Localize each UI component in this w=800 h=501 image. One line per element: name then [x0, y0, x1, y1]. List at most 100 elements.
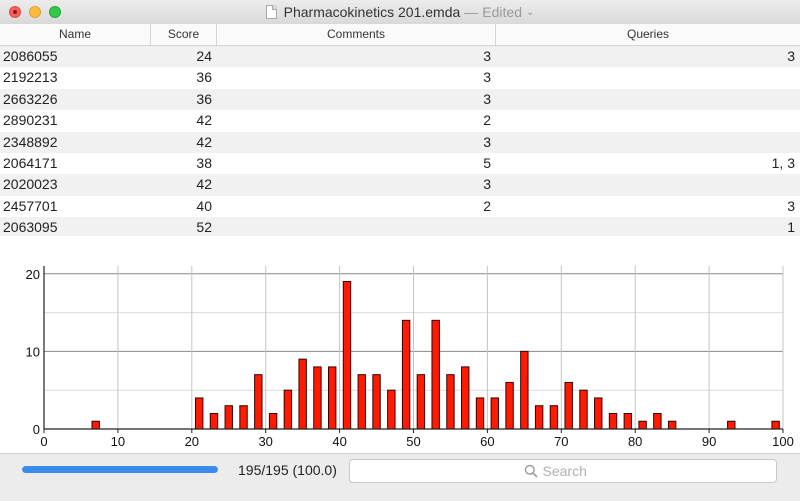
row-queries-cell [495, 174, 795, 195]
row-score-cell: 42 [196, 176, 212, 193]
zoom-window-button[interactable] [49, 6, 61, 18]
row-name-cell: 2663226 [3, 90, 58, 107]
x-tick-label: 80 [628, 434, 642, 449]
histogram-bar [268, 412, 278, 430]
row-score-cell: 40 [196, 197, 212, 214]
row-name-cell: 2348892 [3, 133, 58, 150]
row-comments-cell: 3 [483, 69, 491, 86]
column-header-score[interactable]: Score [151, 24, 217, 45]
row-name-cell: 2063095 [3, 219, 58, 236]
x-tick-label: 10 [111, 434, 125, 449]
table-row[interactable]: 2457701 40 2 3 [0, 195, 800, 218]
row-comments-cell: 3 [483, 176, 491, 193]
x-tick-label: 60 [480, 434, 494, 449]
table-row[interactable]: 2063095 52 1 [0, 217, 800, 236]
x-tick-label: 50 [406, 434, 420, 449]
chevron-down-icon[interactable]: ⌄ [525, 6, 535, 18]
histogram-bar [727, 420, 736, 430]
row-queries-cell: 3 [787, 48, 795, 64]
row-name-cell: 2890231 [3, 112, 58, 129]
column-header-name[interactable]: Name [0, 24, 151, 45]
row-comments-cell: 3 [483, 48, 491, 64]
histogram-bar [401, 319, 411, 430]
row-comments-cell: 2 [483, 197, 491, 214]
table-row[interactable]: 2890231 42 2 [0, 110, 800, 132]
row-comments-cell [215, 217, 491, 236]
histogram-bar [387, 389, 396, 430]
column-header-comments[interactable]: Comments [217, 24, 496, 45]
row-comments-cell: 2 [483, 112, 491, 129]
histogram-bar [653, 412, 662, 430]
table-row[interactable]: 2348892 42 3 [0, 131, 800, 153]
search-input[interactable] [542, 463, 603, 479]
histogram-bar [313, 366, 322, 430]
histogram-bar [608, 412, 618, 430]
row-comments-cell: 5 [483, 154, 491, 171]
document-icon [265, 5, 277, 19]
score-histogram: 0 10 20 30 40 50 60 70 80 90 100 0 10 20 [0, 258, 800, 453]
table-header: Name Score Comments Queries [0, 24, 800, 46]
histogram-bar [298, 358, 307, 430]
histogram-bar [549, 405, 559, 430]
histogram-bar [194, 397, 204, 430]
y-tick-label: 10 [26, 344, 40, 359]
table-row[interactable]: 2020023 42 3 [0, 174, 800, 196]
histogram-bar [594, 397, 603, 430]
table-row[interactable]: 2663226 36 3 [0, 88, 800, 111]
table-row[interactable]: 2192213 36 3 [0, 67, 800, 89]
histogram-bar [771, 420, 780, 430]
histogram-bar [91, 420, 100, 430]
row-queries-cell [495, 89, 795, 110]
row-name-cell: 2457701 [3, 197, 58, 214]
row-name-cell: 2086055 [3, 48, 58, 64]
histogram-bar [342, 281, 352, 430]
x-tick-label: 40 [332, 434, 346, 449]
row-score-cell: 38 [196, 154, 212, 171]
table-body: 2086055 24 3 3 2192213 36 3 2663226 36 3 2890231 42… [0, 46, 800, 236]
title-bar: Pharmacokinetics 201.emda — Edited ⌄ [0, 0, 800, 25]
bottom-status-bar: 195/195 (100.0) [0, 453, 800, 501]
row-score-cell: 24 [196, 48, 212, 64]
histogram-svg: 0 10 20 30 40 50 60 70 80 90 100 0 10 20 [26, 266, 794, 449]
column-header-queries[interactable]: Queries [626, 27, 670, 41]
row-name-cell: 2020023 [3, 176, 58, 193]
histogram-bar [475, 397, 485, 430]
histogram-bar [372, 374, 381, 430]
histogram-bar [564, 381, 573, 430]
histogram-bar [623, 412, 633, 430]
row-score-cell: 42 [196, 133, 212, 150]
histogram-bar [505, 381, 514, 430]
window-title: Pharmacokinetics 201.emda [283, 4, 461, 20]
x-tick-label: 0 [40, 434, 47, 449]
row-score-cell: 42 [196, 112, 212, 129]
histogram-bar [461, 366, 470, 430]
row-score-cell: 36 [196, 90, 212, 107]
histogram-bar [431, 319, 440, 430]
search-field[interactable] [349, 459, 777, 483]
row-queries-cell [495, 132, 795, 153]
histogram-bar [209, 412, 219, 430]
progress-bar-fill [22, 466, 218, 473]
histogram-bar [638, 420, 647, 430]
x-tick-label: 90 [702, 434, 716, 449]
x-tick-label: 100 [772, 434, 794, 449]
table-row[interactable]: 2086055 24 3 3 [0, 46, 800, 68]
row-queries-cell [495, 67, 795, 88]
row-queries-cell [495, 110, 795, 131]
table-row[interactable]: 2064171 38 5 1, 3 [0, 152, 800, 175]
histogram-bar [534, 405, 544, 430]
histogram-bar [254, 374, 263, 430]
histogram-bar [490, 397, 499, 430]
row-comments-cell: 3 [483, 90, 491, 107]
minimize-window-button[interactable] [29, 6, 41, 18]
row-name-cell: 2064171 [3, 154, 58, 171]
title-separator: — [464, 4, 479, 20]
row-name-cell: 2192213 [3, 69, 58, 86]
edited-status[interactable]: Edited [482, 4, 522, 20]
close-window-button[interactable] [9, 6, 21, 18]
row-queries-cell: 3 [787, 197, 795, 214]
x-tick-label: 70 [554, 434, 568, 449]
y-tick-label: 0 [33, 422, 40, 437]
histogram-bar [446, 374, 455, 430]
row-queries-cell: 1 [787, 219, 795, 236]
